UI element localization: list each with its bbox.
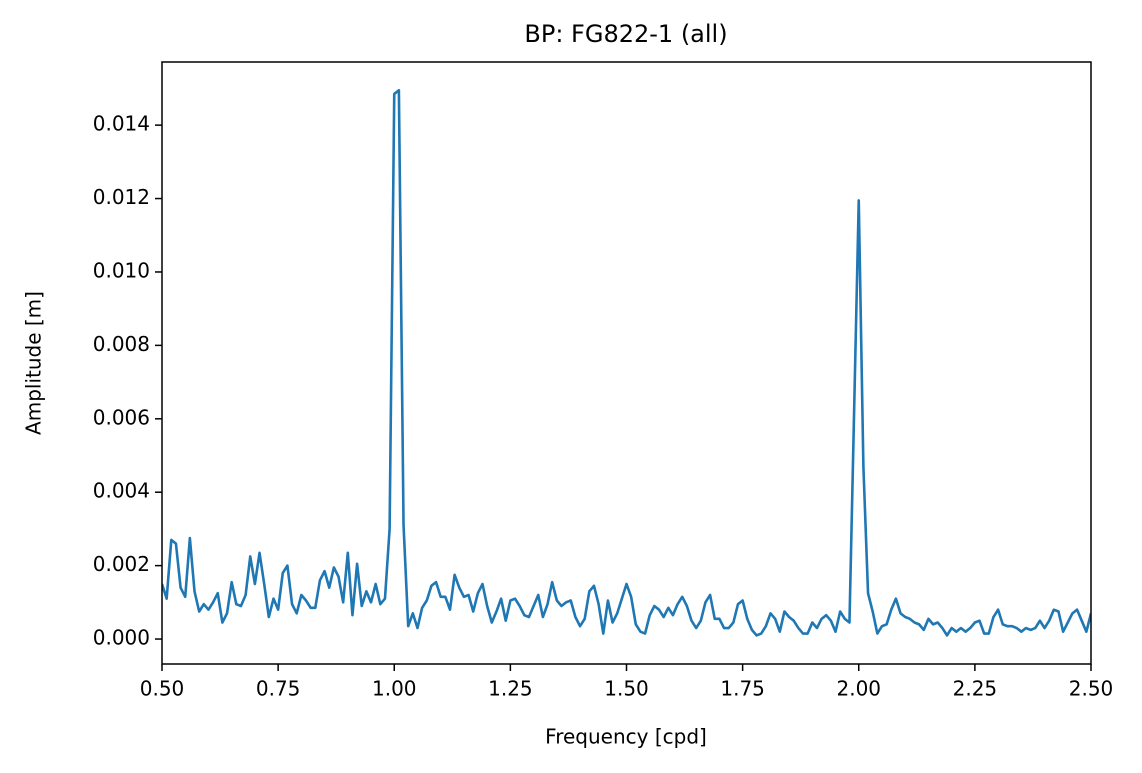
y-tick-label: 0.002 <box>93 552 150 576</box>
data-line <box>162 88 1091 637</box>
x-tick-label: 1.75 <box>720 677 765 701</box>
y-tick-label: 0.008 <box>93 332 150 356</box>
y-tick-label: 0.000 <box>93 626 150 650</box>
y-tick-label: 0.004 <box>93 479 150 503</box>
x-tick-label: 1.25 <box>488 677 533 701</box>
chart-title: BP: FG822-1 (all) <box>524 20 727 48</box>
x-tick-label: 2.00 <box>836 677 881 701</box>
y-tick-label: 0.010 <box>93 258 150 282</box>
y-tick-label: 0.012 <box>93 185 150 209</box>
x-tick-label: 2.25 <box>953 677 998 701</box>
x-tick-label: 0.75 <box>256 677 301 701</box>
x-tick-label: 1.50 <box>604 677 649 701</box>
y-tick-label: 0.006 <box>93 405 150 429</box>
plot-frame <box>161 61 1092 665</box>
x-axis-label: Frequency [cpd] <box>545 725 707 749</box>
y-axis-label: Amplitude [m] <box>22 291 46 435</box>
x-tick-label: 0.50 <box>140 677 185 701</box>
x-tick-label: 1.00 <box>372 677 417 701</box>
x-tick-label: 2.50 <box>1069 677 1114 701</box>
y-tick-label: 0.014 <box>93 112 150 136</box>
